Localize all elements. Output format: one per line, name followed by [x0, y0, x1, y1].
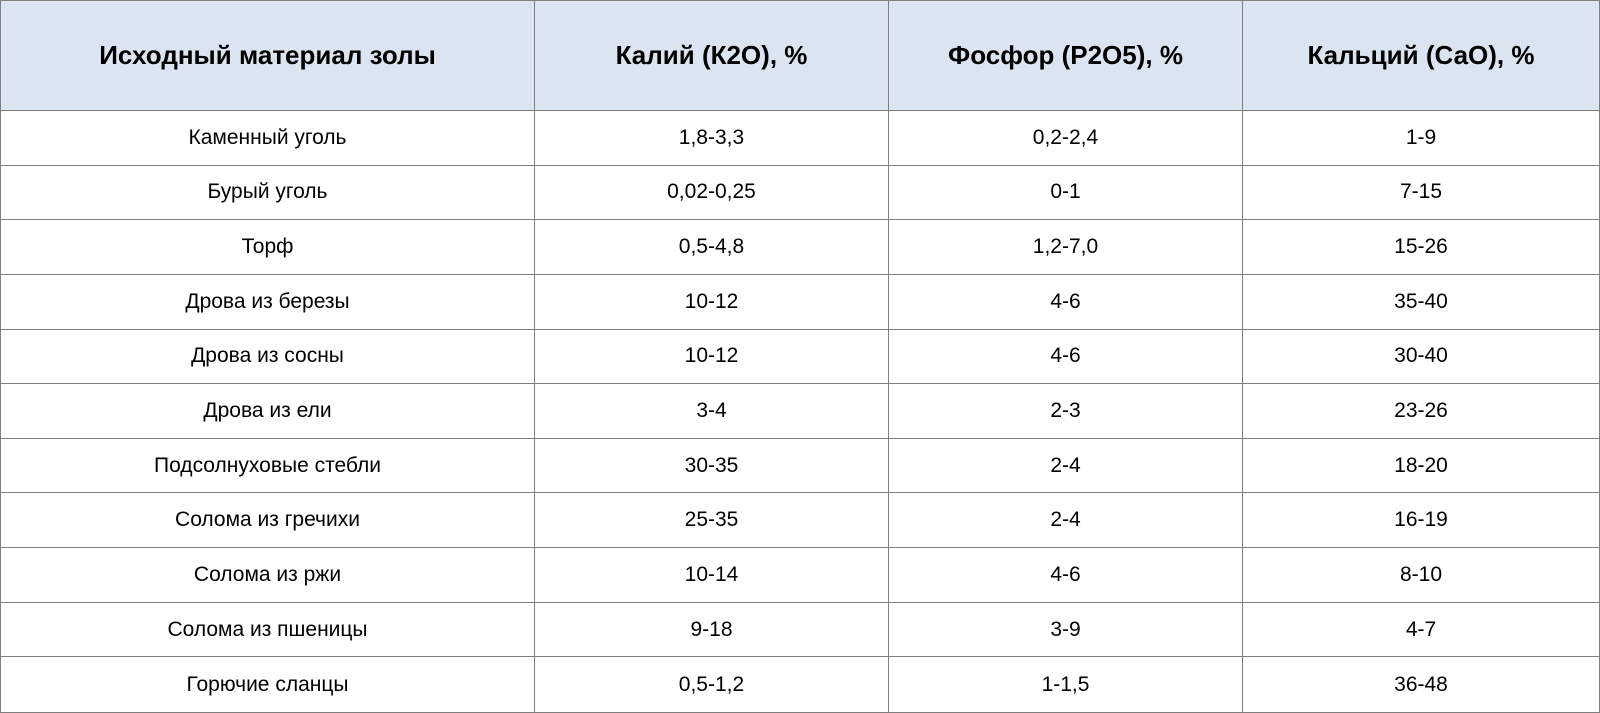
cell-phosphorus: 0-1 — [889, 165, 1243, 221]
cell-phosphorus: 1-1,5 — [889, 657, 1243, 712]
cell-phosphorus: 1,2-7,0 — [889, 220, 1243, 275]
cell-potassium: 10-12 — [535, 329, 889, 385]
cell-potassium: 0,5-4,8 — [535, 220, 889, 275]
cell-phosphorus: 4-6 — [889, 274, 1243, 330]
cell-potassium: 10-12 — [535, 274, 889, 330]
cell-material: Горючие сланцы — [1, 657, 535, 712]
cell-material: Дрова из ели — [1, 384, 535, 439]
cell-material: Солома из ржи — [1, 548, 535, 603]
cell-material: Дрова из сосны — [1, 329, 535, 385]
cell-calcium: 16-19 — [1243, 493, 1599, 549]
cell-potassium: 1,8-3,3 — [535, 111, 889, 166]
cell-potassium: 3-4 — [535, 384, 889, 439]
cell-phosphorus: 2-4 — [889, 438, 1243, 494]
cell-potassium: 0,02-0,25 — [535, 165, 889, 221]
cell-calcium: 30-40 — [1243, 330, 1599, 385]
header-phosphorus: Фосфор (Р2О5), % — [889, 1, 1243, 111]
cell-phosphorus: 3-9 — [889, 602, 1243, 658]
cell-potassium: 10-14 — [535, 548, 889, 603]
cell-material: Солома из гречихи — [1, 493, 535, 549]
header-calcium: Кальций (СаО), % — [1243, 1, 1599, 111]
cell-calcium: 4-7 — [1243, 603, 1599, 658]
cell-potassium: 25-35 — [535, 493, 889, 549]
cell-calcium: 1-9 — [1243, 111, 1599, 166]
cell-potassium: 0,5-1,2 — [535, 657, 889, 712]
cell-calcium: 18-20 — [1243, 439, 1599, 494]
cell-phosphorus: 0,2-2,4 — [889, 111, 1243, 166]
cell-material: Торф — [1, 220, 535, 275]
cell-material: Каменный уголь — [1, 111, 535, 166]
cell-calcium: 15-26 — [1243, 220, 1599, 275]
cell-material: Подсолнуховые стебли — [1, 438, 535, 494]
cell-calcium: 23-26 — [1243, 384, 1599, 439]
cell-phosphorus: 4-6 — [889, 329, 1243, 385]
header-material: Исходный материал золы — [1, 1, 535, 111]
cell-material: Солома из пшеницы — [1, 602, 535, 658]
cell-potassium: 9-18 — [535, 602, 889, 658]
cell-potassium: 30-35 — [535, 438, 889, 494]
cell-material: Бурый уголь — [1, 165, 535, 221]
cell-phosphorus: 4-6 — [889, 548, 1243, 603]
cell-calcium: 8-10 — [1243, 548, 1599, 603]
cell-calcium: 36-48 — [1394, 672, 1448, 696]
cell-phosphorus: 2-3 — [889, 384, 1243, 439]
cell-phosphorus: 2-4 — [889, 493, 1243, 549]
cell-material: Дрова из березы — [1, 274, 535, 330]
cell-calcium: 35-40 — [1243, 275, 1599, 330]
cell-calcium: 7-15 — [1243, 166, 1599, 221]
header-potassium: Калий (К2О), % — [535, 1, 889, 111]
